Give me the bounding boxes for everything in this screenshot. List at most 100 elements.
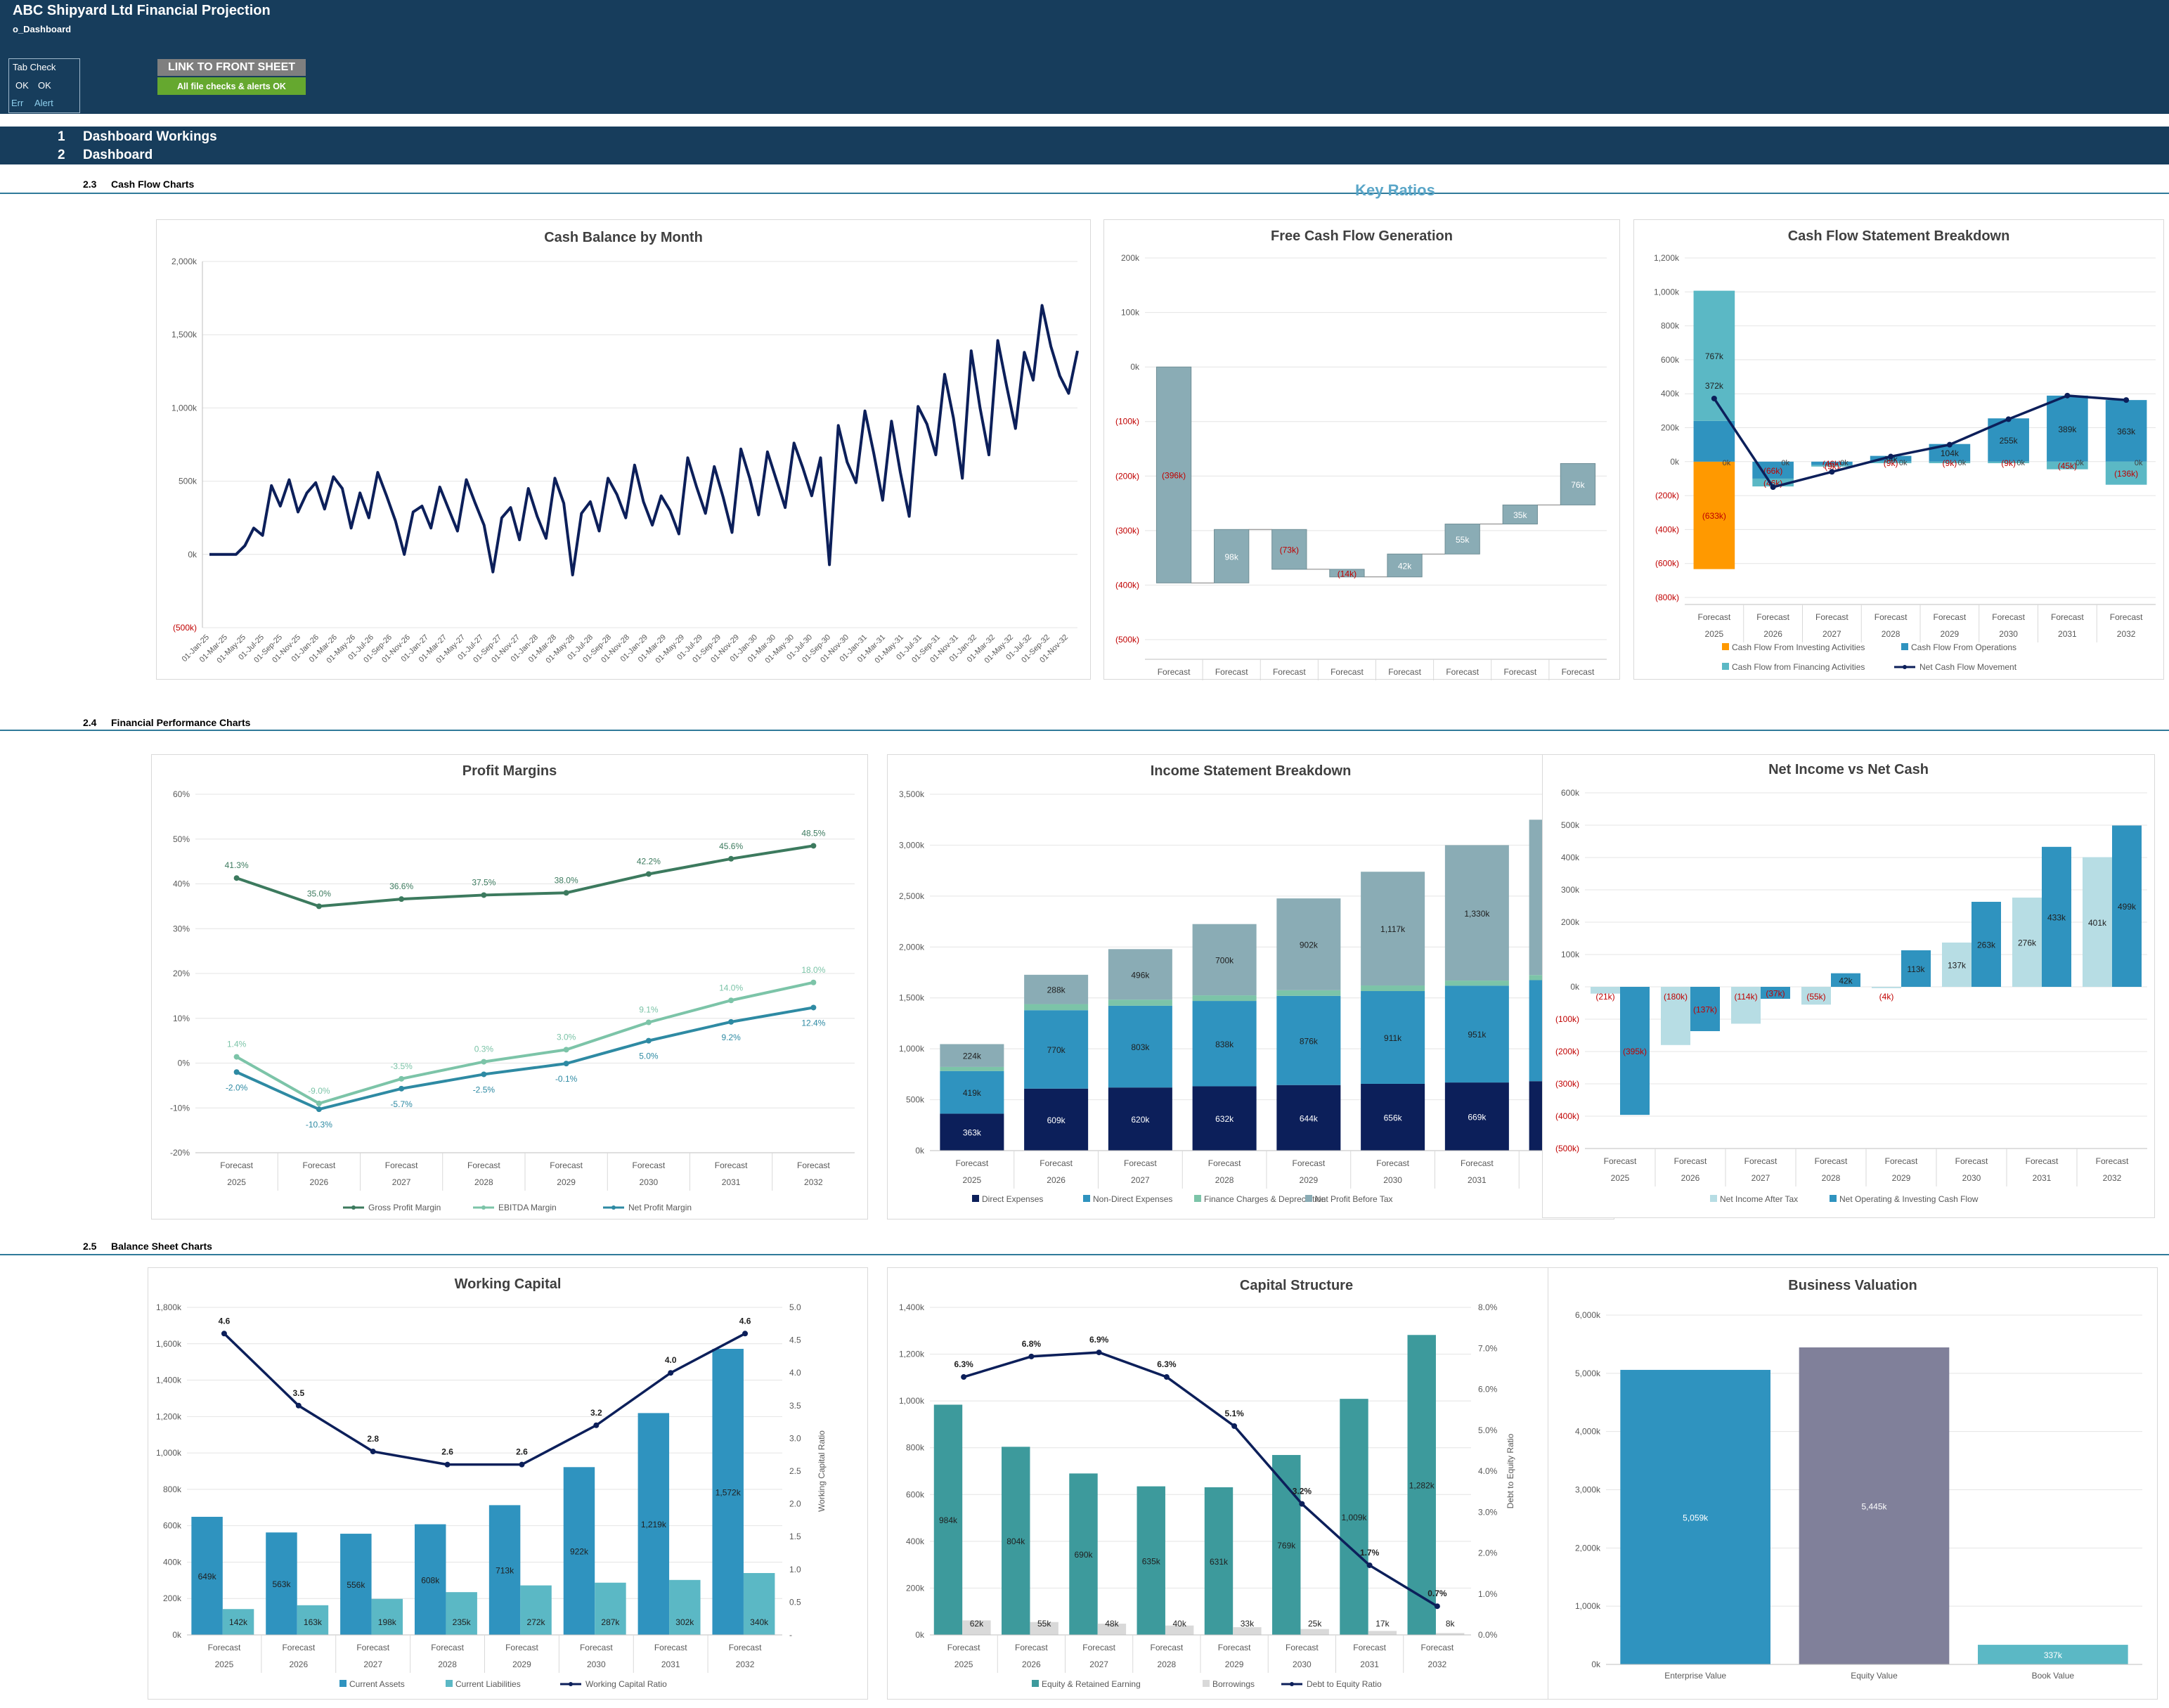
margin-point xyxy=(563,890,569,896)
x-tick-label: 2027 xyxy=(1089,1660,1108,1669)
data-label: 48k xyxy=(1105,1619,1119,1629)
y2-tick-label: 5.0 xyxy=(789,1302,801,1312)
x-tick-label: Forecast xyxy=(1293,1158,1326,1168)
cfs-bar-segment xyxy=(2105,400,2147,462)
x-tick-label: 2028 xyxy=(1822,1173,1841,1183)
free-cash-flow-chart[interactable]: Free Cash Flow Generation (500k) (400k) (3… xyxy=(1103,219,1620,680)
x-tick-label: Forecast xyxy=(1286,1643,1319,1652)
y-tick-label: 0k xyxy=(1591,1660,1601,1669)
working-capital-bar xyxy=(371,1598,403,1635)
data-label: 0.7% xyxy=(1427,1589,1447,1598)
ratio-point xyxy=(1231,1423,1238,1429)
y2-tick-label: 6.0% xyxy=(1478,1385,1498,1395)
data-label: 1,330k xyxy=(1464,909,1490,919)
x-tick-label: Forecast xyxy=(431,1643,464,1652)
x-tick-label: Forecast xyxy=(282,1643,315,1652)
data-label: 3.2% xyxy=(1293,1487,1312,1496)
data-label: 556k xyxy=(347,1580,365,1590)
income-statement-chart[interactable]: Income Statement Breakdown 0k 500k 1,000k 1… xyxy=(887,754,1614,1219)
business-valuation-chart[interactable]: Business Valuation 0k 1,000k 2,000k 3,000k 4… xyxy=(1548,1267,2158,1700)
y-tick-label: 100k xyxy=(1121,308,1140,318)
y-tick-label: 1,000k xyxy=(1654,287,1680,297)
data-label: 911k xyxy=(1384,1033,1402,1043)
data-label: (9k) xyxy=(1825,462,1839,472)
data-label: 302k xyxy=(675,1617,694,1627)
net-cash-flow-point xyxy=(1711,395,1717,401)
cfs-bar-segment xyxy=(1929,461,1971,463)
income-bar-segment xyxy=(1444,1082,1509,1151)
data-label: 769k xyxy=(1277,1541,1296,1551)
data-label: -3.5% xyxy=(390,1061,413,1071)
data-label: 669k xyxy=(1468,1113,1487,1123)
working-capital-ratio-line xyxy=(223,1332,746,1466)
link-to-front-sheet-button[interactable]: LINK TO FRONT SHEET xyxy=(157,59,306,76)
x-tick-label: 2029 xyxy=(1941,629,1960,639)
data-label: (37k) xyxy=(1766,989,1785,999)
legend-label: EBITDA Margin xyxy=(498,1203,557,1212)
y-tick-label: 800k xyxy=(906,1443,925,1453)
data-label: 635k xyxy=(1142,1556,1161,1566)
capital-structure-bar xyxy=(1300,1629,1329,1635)
cfs-bar-segment xyxy=(1693,461,1735,569)
ratio-point xyxy=(1299,1501,1305,1507)
legend-label: Equity & Retained Earning xyxy=(1042,1679,1141,1689)
net-income-vs-net-cash-chart[interactable]: Net Income vs Net Cash (500k) (400k) (300k… xyxy=(1542,754,2155,1218)
cash-flow-statement-chart[interactable]: Cash Flow Statement Breakdown (800k) (600… xyxy=(1633,219,2164,680)
x-tick-label: Forecast xyxy=(1461,1158,1494,1168)
valuation-bar xyxy=(1799,1347,1950,1664)
x-tick-label: 2027 xyxy=(392,1177,411,1187)
capital-structure-bar xyxy=(933,1404,963,1635)
section-number: 2 xyxy=(58,148,65,162)
data-label: 337k xyxy=(2044,1650,2063,1660)
data-label: 876k xyxy=(1300,1036,1319,1046)
x-tick-label: Forecast xyxy=(1875,612,1908,622)
data-label: 401k xyxy=(2088,918,2107,928)
x-tick-label: Forecast xyxy=(1992,612,2025,622)
ratio-point xyxy=(961,1374,967,1380)
data-label: 767k xyxy=(1705,351,1724,361)
legend-swatch xyxy=(1032,1680,1039,1687)
capital-structure-bar xyxy=(1069,1473,1098,1635)
x-tick-label: Forecast xyxy=(1376,1158,1409,1168)
x-tick-label: Forecast xyxy=(1208,1158,1241,1168)
y-tick-label: 1,000k xyxy=(899,1044,925,1054)
income-bar-segment xyxy=(1108,949,1172,1000)
net-cash-flow-point xyxy=(2064,392,2071,399)
y-tick-label: 30% xyxy=(173,924,190,933)
y-tick-label: 400k xyxy=(1561,853,1580,862)
data-label: 263k xyxy=(1977,940,1996,950)
x-tick-label: Forecast xyxy=(1015,1643,1048,1652)
data-label: 713k xyxy=(496,1566,514,1576)
data-label: (14k) xyxy=(1338,569,1357,578)
x-tick-label: 2028 xyxy=(1215,1175,1234,1185)
data-label: (4k) xyxy=(1879,992,1894,1002)
legend-label: Debt to Equity Ratio xyxy=(1307,1679,1382,1689)
income-bar-segment xyxy=(940,1070,1004,1114)
legend-swatch xyxy=(1722,643,1729,650)
y-tick-label: 500k xyxy=(906,1095,925,1105)
y-tick-label: 20% xyxy=(173,969,190,978)
cash-balance-chart[interactable]: Cash Balance by Month (500k) 0k 500k 1,000k… xyxy=(156,219,1091,680)
net-income-bar xyxy=(2012,898,2042,987)
legend-swatch xyxy=(481,1205,486,1210)
data-label: -10.3% xyxy=(306,1120,332,1130)
margin-point xyxy=(645,871,652,877)
data-label: 137k xyxy=(1948,960,1967,970)
x-tick-label: Forecast xyxy=(956,1158,989,1168)
data-label: 433k xyxy=(2047,912,2066,922)
income-bar-segment xyxy=(1276,898,1341,990)
y-tick-label: 1,000k xyxy=(1575,1601,1601,1611)
legend-swatch xyxy=(972,1195,979,1202)
working-capital-chart[interactable]: Working Capital 0k 200k 400k 600k 800k 1,000k… xyxy=(148,1267,868,1700)
x-tick-label: Forecast xyxy=(467,1160,500,1170)
x-tick-label: 2031 xyxy=(2058,629,2077,639)
y2-tick-label: 0.5 xyxy=(789,1597,801,1607)
y-tick-label: (100k) xyxy=(1555,1014,1579,1024)
income-bar-segment xyxy=(1444,985,1509,1083)
y-tick-label: 100k xyxy=(1561,950,1580,959)
y-tick-label: 1,500k xyxy=(899,993,925,1003)
profit-margins-chart[interactable]: Profit Margins -20% -10% 0% 10% 20% 30% 40% 50%… xyxy=(151,754,868,1219)
y-tick-label: 400k xyxy=(163,1557,182,1567)
y-tick-label: 1,500k xyxy=(171,330,198,339)
section-label: Dashboard Workings xyxy=(83,129,217,144)
